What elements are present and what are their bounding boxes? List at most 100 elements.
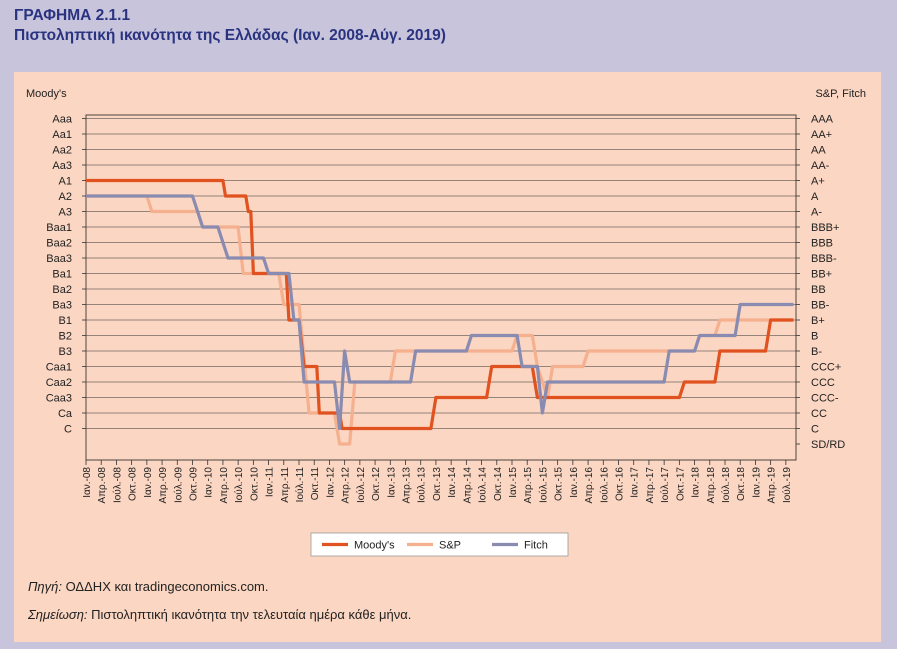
x-axis-ticks: Ιαν.-08 Απρ.-08 Ιούλ.-08 Οκτ.-08 Ιαν.-09 Απρ.… — [82, 460, 793, 504]
legend-label-moody-s: Moody's — [354, 540, 395, 552]
rating-series — [86, 178, 794, 446]
x-tick-label: Ιούλ.-13 — [416, 467, 428, 503]
x-tick-label: Απρ.-19 — [767, 467, 778, 504]
moodys-tick-label: C — [64, 424, 72, 436]
sp-fitch-tick-label: CCC+ — [811, 362, 841, 374]
x-tick-label: Απρ.-09 — [158, 467, 169, 504]
chart-panel: Aaa Aa1 Aa2 Aa3 A1 A2 A3 Baa1 Baa2 Baa3 Ba1 Ba2 Ba3 B… — [14, 72, 881, 642]
moodys-tick-label: A1 — [59, 176, 72, 188]
x-tick-label: Ιαν.-15 — [508, 467, 519, 498]
plot-area — [85, 114, 797, 461]
sp-fitch-tick-label: BB+ — [811, 269, 832, 281]
sp-fitch-tick-label: A+ — [811, 176, 825, 188]
moodys-tick-label: Ba1 — [52, 269, 72, 281]
moodys-tick-label: Aaa — [52, 114, 72, 126]
x-tick-label: Ιούλ.-17 — [659, 467, 671, 503]
source-text: ΟΔΔΗΧ και tradingeconomics.com. — [65, 579, 269, 594]
sp-fitch-tick-label: BBB+ — [811, 222, 839, 234]
x-tick-label: Απρ.-12 — [341, 467, 352, 504]
fitch-line — [86, 194, 794, 431]
source-note: Πηγή: ΟΔΔΗΧ και tradingeconomics.com. — [28, 579, 269, 594]
x-tick-label: Οκτ.-13 — [432, 467, 443, 501]
sp-fitch-tick-label: A — [811, 191, 819, 203]
legend-box — [310, 532, 569, 557]
moodys-tick-label: Ba3 — [52, 300, 72, 312]
sp-fitch-tick-label: B- — [811, 346, 822, 358]
moodys-tick-label: Ba2 — [52, 284, 72, 296]
sp-fitch-tick-label: B — [811, 331, 818, 343]
moodys-tick-label: Ca — [58, 408, 73, 420]
sp-fitch-tick-label: BBB- — [811, 253, 837, 265]
sp-fitch-scale-labels: AAAAA+AAAA-A+AA-BBB+BBBBBB-BB+BBBB-B+BB-… — [811, 114, 845, 452]
x-tick-label: Ιαν.-09 — [143, 467, 154, 498]
x-tick-label: Οκτ.-10 — [249, 467, 260, 501]
legend-label-fitch: Fitch — [524, 540, 548, 552]
x-tick-label: Οκτ.-11 — [310, 467, 321, 501]
moodys-tick-label: B2 — [59, 331, 72, 343]
figure-title: Πιστοληπτική ικανότητα της Ελλάδας (Ιαν.… — [14, 27, 446, 44]
legend-label-s-p: S&P — [439, 540, 461, 552]
x-tick-label: Ιαν.-14 — [447, 467, 458, 498]
moodys-tick-label: A2 — [59, 191, 72, 203]
sp-fitch-tick-label: A- — [811, 207, 822, 219]
x-tick-label: Ιαν.-18 — [691, 467, 702, 498]
x-tick-label: Ιούλ.-18 — [720, 467, 732, 503]
x-tick-label: Απρ.-18 — [706, 467, 717, 504]
sp-fitch-tick-label: BB — [811, 284, 826, 296]
x-tick-label: Απρ.-16 — [584, 467, 595, 504]
x-tick-label: Ιαν.-17 — [630, 467, 641, 498]
rating-chart: Aaa Aa1 Aa2 Aa3 A1 A2 A3 Baa1 Baa2 Baa3 Ba1 Ba2 Ba3 B… — [26, 88, 866, 557]
sp-fitch-tick-label: C — [811, 424, 819, 436]
moodys-scale-labels: Aaa Aa1 Aa2 Aa3 A1 A2 A3 Baa1 Baa2 Baa3 Ba1 Ba2 Ba3 B… — [46, 114, 73, 436]
x-tick-label: Απρ.-15 — [523, 467, 534, 504]
x-tick-label: Απρ.-14 — [462, 467, 473, 504]
x-tick-label: Οκτ.-15 — [554, 467, 565, 501]
x-tick-label: Ιαν.-11 — [265, 467, 276, 497]
x-tick-label: Οκτ.-17 — [675, 467, 686, 501]
sp-fitch-tick-label: SD/RD — [811, 439, 845, 451]
x-tick-label: Οκτ.-14 — [493, 467, 504, 501]
x-tick-label: Ιούλ.-08 — [111, 467, 123, 503]
sp-fitch-tick-label: AA — [811, 145, 826, 157]
x-tick-label: Ιαν.-16 — [569, 467, 580, 498]
x-tick-label: Απρ.-10 — [219, 467, 230, 504]
sp-fitch-tick-label: B+ — [811, 315, 825, 327]
sp-fitch-tick-label: AA+ — [811, 129, 832, 141]
figure-heading: ΓΡΑΦΗΜΑ 2.1.1 Πιστοληπτική ικανότητα της… — [14, 6, 446, 46]
note-text: Πιστοληπτική ικανότητα την τελευταία ημέ… — [91, 607, 412, 622]
x-tick-label: Ιούλ.-10 — [233, 467, 245, 503]
x-tick-label: Οκτ.-18 — [736, 467, 747, 501]
x-tick-label: Ιούλ.-15 — [537, 467, 549, 503]
moodys-tick-label: Aa1 — [52, 129, 72, 141]
moodys-tick-label: Aa2 — [52, 145, 72, 157]
x-tick-label: Οκτ.-16 — [615, 467, 626, 501]
moodys-tick-label: A3 — [59, 207, 72, 219]
x-tick-label: Ιούλ.-11 — [294, 467, 306, 503]
source-label: Πηγή: — [28, 579, 62, 594]
x-tick-label: Απρ.-08 — [97, 467, 108, 504]
right-axis-title: S&P, Fitch — [815, 88, 866, 100]
x-tick-label: Οκτ.-08 — [128, 467, 139, 501]
sp-fitch-tick-label: BB- — [811, 300, 830, 312]
moody-s-line — [86, 178, 794, 431]
left-axis-title: Moody's — [26, 88, 67, 100]
x-tick-label: Ιούλ.-19 — [781, 467, 793, 503]
x-tick-label: Ιούλ.-14 — [477, 467, 489, 503]
x-tick-label: Απρ.-17 — [645, 467, 656, 504]
moodys-tick-label: Caa1 — [46, 362, 72, 374]
x-tick-label: Απρ.-11 — [280, 467, 291, 503]
sp-fitch-tick-label: BBB — [811, 238, 833, 250]
moodys-tick-label: Aa3 — [52, 160, 72, 172]
moodys-tick-label: Baa3 — [46, 253, 72, 265]
moodys-tick-label: Caa3 — [46, 393, 72, 405]
note-label: Σημείωση: — [28, 607, 88, 622]
moodys-tick-label: Baa1 — [46, 222, 72, 234]
moodys-tick-label: B3 — [59, 346, 72, 358]
x-tick-label: Ιαν.-12 — [325, 467, 336, 498]
x-tick-label: Ιαν.-10 — [204, 467, 215, 498]
x-tick-label: Ιαν.-13 — [386, 467, 397, 498]
method-note: Σημείωση: Πιστοληπτική ικανότητα την τελ… — [28, 607, 411, 622]
chart-legend: Moody's S&P Fitch — [310, 532, 569, 557]
x-tick-label: Οκτ.-09 — [189, 467, 200, 501]
